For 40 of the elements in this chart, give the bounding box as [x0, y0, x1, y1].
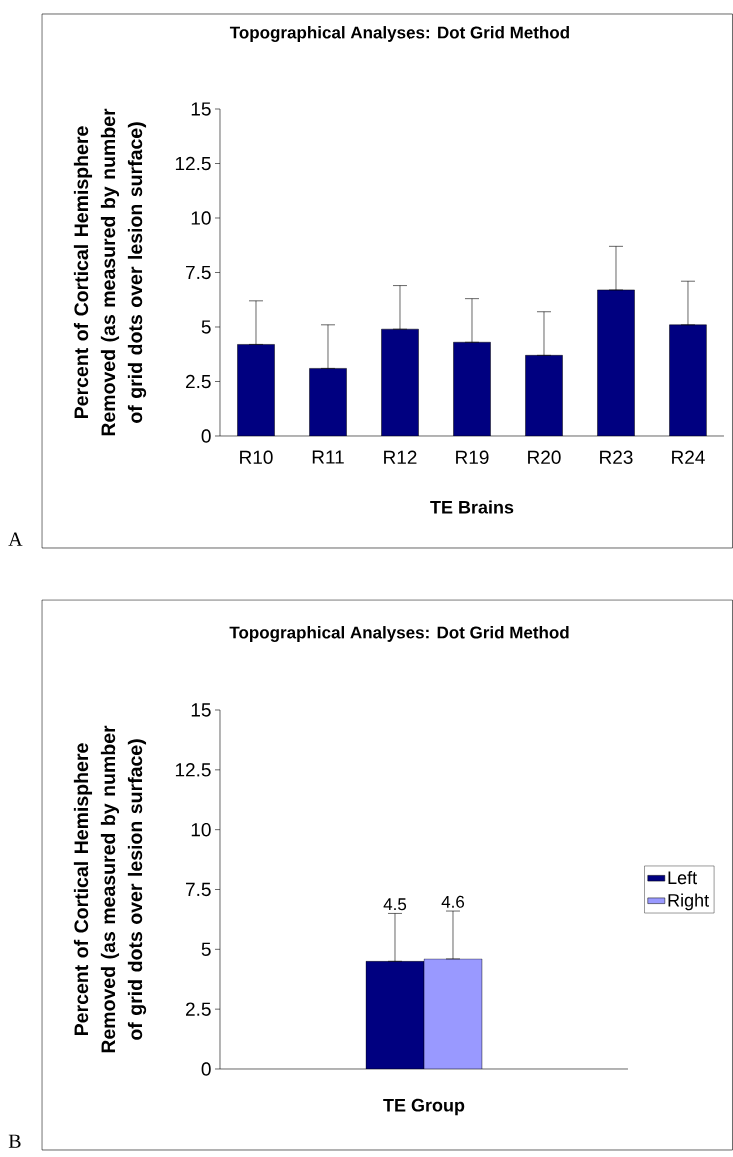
- x-tick-label: R19: [456, 450, 489, 464]
- y-tick-label: 10: [191, 822, 211, 837]
- y-tick-label: 5: [201, 320, 211, 334]
- bar: [309, 368, 347, 436]
- bar: [597, 289, 635, 436]
- data-label: 4.6: [441, 895, 465, 908]
- bar: [525, 355, 563, 436]
- y-tick-label: 2.5: [186, 1002, 211, 1016]
- chart-title: Topographical Analyses: Dot Grid Method: [229, 26, 569, 42]
- x-tick-label: R12: [384, 450, 417, 464]
- x-tick-label: R11: [312, 450, 344, 464]
- legend-label: Right: [668, 893, 709, 911]
- y-tick-label: 0: [201, 1062, 211, 1076]
- bar: [453, 342, 491, 436]
- bar: [237, 344, 275, 436]
- text: A: [8, 532, 23, 546]
- y-tick-label: 12.5: [175, 156, 211, 171]
- y-axis-title: Percent of Cortical Hemisphere Removed (as measured by number of grid dots over lesion surface): [73, 725, 147, 1053]
- y-tick-label: 7.5: [186, 265, 211, 280]
- x-tick-label: R24: [672, 450, 705, 464]
- x-axis-title: TE Brains: [430, 500, 514, 514]
- y-axis-title: Percent of Cortical Hemisphere Removed (as measured by number of grid dots over lesion surface): [73, 108, 147, 436]
- y-tick-label: 5: [201, 942, 211, 956]
- y-tick-label: 0: [201, 429, 211, 443]
- x-tick-label: R20: [528, 450, 561, 464]
- chart-title: Topographical Analyses: Dot Grid Method: [229, 626, 569, 642]
- y-tick-label: 15: [191, 703, 211, 717]
- legend-label: Left: [668, 870, 697, 885]
- x-axis-title: TE Group: [383, 1098, 465, 1116]
- y-tick-label: 15: [191, 102, 211, 116]
- y-tick-label: 10: [191, 211, 211, 225]
- x-tick-label: R10: [240, 450, 273, 464]
- bar: [669, 324, 707, 436]
- y-tick-label: 2.5: [186, 374, 211, 389]
- x-tick-label: R23: [600, 450, 633, 464]
- y-tick-label: 12.5: [175, 763, 211, 777]
- data-label: 4.5: [383, 898, 407, 911]
- y-tick-label: 7.5: [186, 882, 211, 897]
- bar: [381, 329, 419, 436]
- text: B: [8, 1134, 21, 1148]
